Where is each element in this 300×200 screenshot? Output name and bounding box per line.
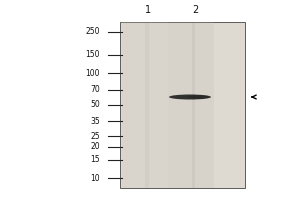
Bar [145, 22, 149, 188]
Text: 1: 1 [145, 5, 151, 15]
Text: 15: 15 [90, 155, 100, 164]
Text: 20: 20 [90, 142, 100, 151]
Text: 25: 25 [90, 132, 100, 141]
Text: 250: 250 [85, 27, 100, 36]
Text: 150: 150 [85, 50, 100, 59]
Text: 70: 70 [90, 85, 100, 94]
Bar [122, 22, 168, 188]
Text: 10: 10 [90, 174, 100, 183]
Ellipse shape [169, 95, 211, 99]
Ellipse shape [188, 95, 208, 99]
Text: 100: 100 [85, 69, 100, 78]
Text: 35: 35 [90, 117, 100, 126]
Text: 2: 2 [192, 5, 198, 15]
Bar [120, 22, 245, 188]
Bar [192, 22, 195, 188]
Text: 50: 50 [90, 100, 100, 109]
Bar [168, 22, 214, 188]
